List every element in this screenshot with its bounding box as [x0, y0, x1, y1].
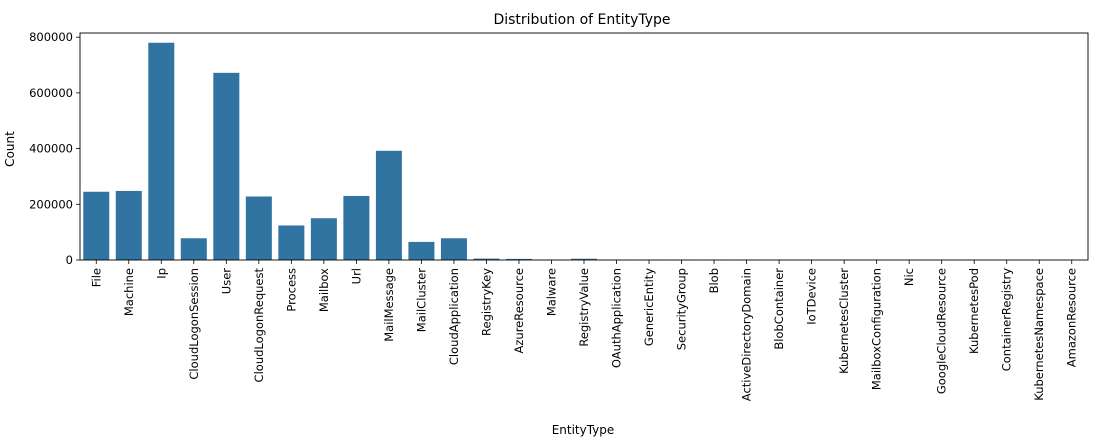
y-tick-label: 0 [66, 253, 73, 267]
x-tick-label: Mailbox [317, 268, 331, 312]
x-tick-label: IoTDevice [805, 268, 819, 325]
bar-File [83, 191, 110, 260]
x-tick-label: KubernetesPod [967, 268, 981, 354]
y-tick-label: 200000 [29, 197, 73, 211]
x-tick-label: Machine [122, 268, 136, 316]
x-tick-label: MailMessage [382, 268, 396, 342]
x-tick-label: Ip [154, 268, 168, 279]
x-tick-label: AmazonResource [1065, 268, 1079, 367]
plot-frame [79, 32, 1089, 261]
x-tick-label: MailCluster [414, 268, 428, 332]
x-tick-label: KubernetesNamespace [1032, 268, 1046, 401]
bar-User [213, 72, 240, 261]
x-tick-label: OAuthApplication [610, 268, 624, 368]
bar-Process [278, 225, 305, 260]
x-tick-label: BlobContainer [772, 268, 786, 350]
x-tick-label: CloudLogonRequest [252, 268, 266, 383]
x-tick-label: SecurityGroup [675, 268, 689, 350]
bars-group [83, 42, 1085, 261]
x-axis: File Machine Ip CloudLogonSession User CloudL… [89, 260, 1079, 401]
x-tick-label: GoogleCloudResource [935, 268, 949, 394]
x-tick-label: ActiveDirectoryDomain [740, 268, 754, 401]
x-tick-label: AzureResource [512, 268, 526, 353]
x-tick-label: Url [349, 268, 363, 284]
bar-Ip [148, 42, 175, 260]
x-tick-label: Process [284, 268, 298, 312]
y-axis: 0 200000 400000 600000 800000 [29, 30, 80, 267]
bar-CloudLogonSession [180, 238, 207, 260]
x-tick-label: KubernetesCluster [837, 268, 851, 374]
x-tick-label: CloudLogonSession [187, 268, 201, 380]
x-tick-label: File [89, 268, 103, 287]
y-tick-label: 800000 [29, 30, 73, 44]
bar-CloudLogonRequest [245, 196, 272, 260]
x-tick-label: RegistryKey [479, 268, 493, 336]
x-tick-label: CloudApplication [447, 268, 461, 365]
x-tick-label: Blob [707, 268, 721, 293]
y-tick-label: 600000 [29, 86, 73, 100]
bar-RegistryKey [473, 258, 500, 260]
y-axis-title: Count [3, 131, 17, 167]
x-tick-label: GenericEntity [642, 268, 656, 346]
x-tick-label: Nic [902, 268, 916, 286]
bar-Mailbox [310, 218, 337, 260]
y-tick-label: 400000 [29, 142, 73, 156]
bar-Machine [115, 190, 142, 260]
chart-title: Distribution of EntityType [493, 12, 670, 28]
bar-MailCluster [408, 241, 435, 260]
bar-CloudApplication [440, 238, 467, 260]
bar-Url [343, 195, 370, 260]
x-axis-title: EntityType [552, 423, 615, 437]
bar-AzureResource [505, 258, 532, 260]
bar-MailMessage [375, 150, 402, 260]
x-tick-label: ContainerRegistry [1000, 268, 1014, 371]
x-tick-label: Malware [544, 268, 558, 316]
x-tick-label: RegistryValue [577, 268, 591, 347]
x-tick-label: User [219, 268, 233, 294]
bar-RegistryValue [570, 258, 598, 260]
x-tick-label: MailboxConfiguration [870, 268, 884, 390]
